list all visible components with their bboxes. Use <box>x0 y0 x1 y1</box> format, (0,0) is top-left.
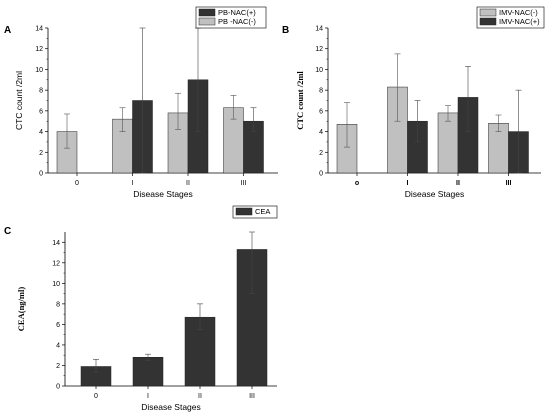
legend-swatch <box>235 207 253 216</box>
legend-label: PB-NAC(+) <box>218 8 256 17</box>
y-tick-label: 12 <box>315 46 323 53</box>
y-axis-label: CEA(ng/ml) <box>16 287 26 332</box>
legend-swatch <box>479 8 497 17</box>
y-tick-label: 0 <box>319 171 323 178</box>
x-axis-label: Disease Stages <box>405 189 465 199</box>
y-tick-label: 6 <box>39 108 43 115</box>
y-tick-label: 14 <box>35 26 43 33</box>
y-tick-label: 4 <box>319 129 323 136</box>
y-tick-label: 8 <box>39 88 43 95</box>
legend-label: IMV-NAC(-) <box>499 8 538 17</box>
y-tick-label: 12 <box>52 260 60 267</box>
x-tick-label: I <box>132 180 134 187</box>
x-axis-label: Disease Stages <box>141 402 201 412</box>
x-tick-label: 0 <box>94 393 98 400</box>
y-tick-label: 0 <box>39 171 43 178</box>
x-tick-label: II <box>198 393 202 400</box>
bar <box>184 316 216 387</box>
x-tick-label: II <box>186 180 190 187</box>
x-tick-label: III <box>506 180 512 187</box>
legend-swatch <box>479 17 497 26</box>
y-tick-label: 10 <box>315 67 323 74</box>
y-axis-label: CTC count /2ml <box>295 71 305 130</box>
panel-letter-b: B <box>282 25 289 36</box>
x-tick-label: III <box>249 393 255 400</box>
panel-letter-a: A <box>4 25 11 36</box>
x-tick-label: II <box>456 180 460 187</box>
y-tick-label: 12 <box>35 46 43 53</box>
x-tick-label: o <box>355 180 359 187</box>
x-tick-label: III <box>241 180 247 187</box>
y-tick-label: 10 <box>35 67 43 74</box>
y-tick-label: 4 <box>39 129 43 136</box>
y-tick-label: 2 <box>56 363 60 370</box>
y-tick-label: 14 <box>52 240 60 247</box>
bar <box>437 112 459 174</box>
y-tick-label: 8 <box>56 301 60 308</box>
y-tick-label: 10 <box>52 281 60 288</box>
y-tick-label: 0 <box>56 384 60 391</box>
panel-letter-c: C <box>4 226 11 237</box>
x-tick-label: I <box>407 180 409 187</box>
legend-label: CEA <box>255 207 270 216</box>
x-tick-label: 0 <box>75 180 79 187</box>
bar <box>132 357 164 387</box>
legend-label: PB -NAC(-) <box>218 17 256 26</box>
legend-label: IMV-NAC(+) <box>499 17 540 26</box>
y-tick-label: 6 <box>319 108 323 115</box>
y-tick-label: 4 <box>56 342 60 349</box>
y-tick-label: 8 <box>319 88 323 95</box>
legend-swatch <box>198 17 216 26</box>
y-tick-label: 14 <box>315 26 323 33</box>
y-tick-label: 2 <box>39 150 43 157</box>
x-axis-label: Disease Stages <box>133 189 193 199</box>
x-tick-label: I <box>147 393 149 400</box>
legend-swatch <box>198 8 216 17</box>
y-axis-label: CTC count /2ml <box>14 71 24 130</box>
y-tick-label: 2 <box>319 150 323 157</box>
y-tick-label: 6 <box>56 322 60 329</box>
